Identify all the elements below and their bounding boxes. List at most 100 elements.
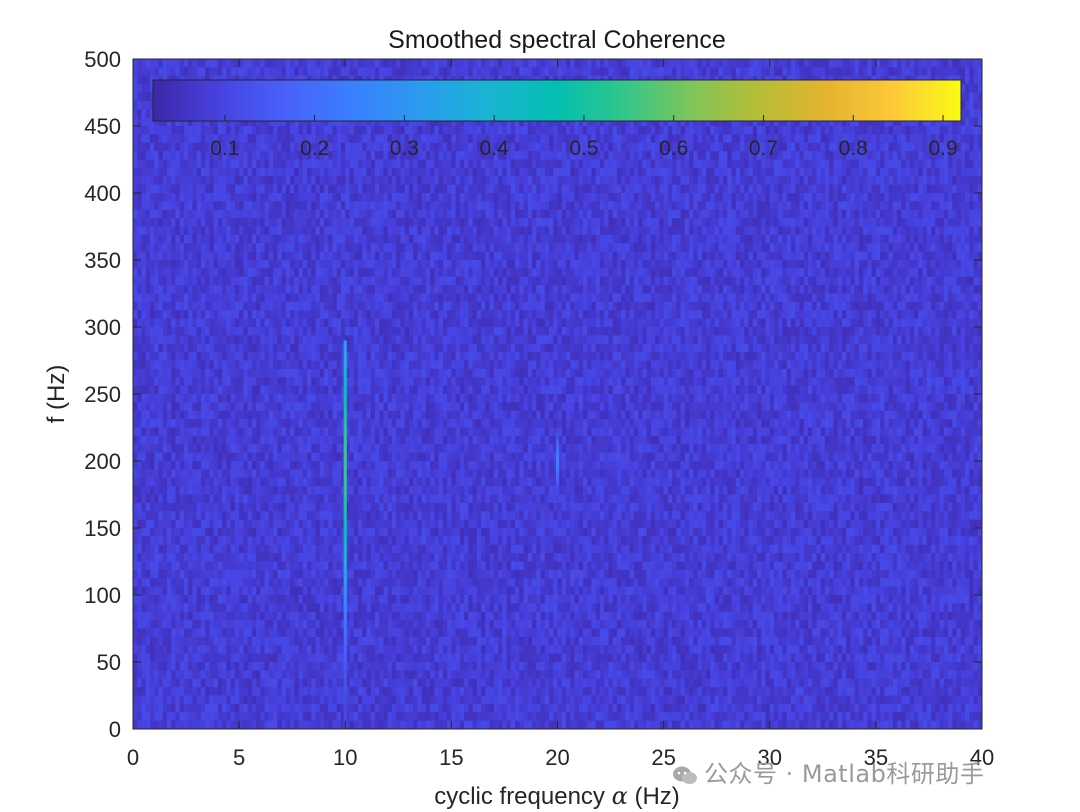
cyclic-line-10hz-segment [343,447,347,458]
colorbar-tick-label: 0.2 [300,137,329,160]
cyclic-line-20hz-segment [555,438,560,441]
x-tick-label: 0 [127,745,139,770]
x-axis-label-unit: (Hz) [634,783,679,810]
cyclic-line-10hz-segment [343,612,347,623]
cyclic-line-20hz-segment [555,469,560,473]
cyclic-line-20hz-segment [555,499,560,502]
y-tick-label: 100 [84,583,121,608]
cyclic-line-10hz-segment [343,466,347,477]
x-tick-label: 30 [758,745,782,770]
cyclic-line-10hz-segment [343,437,347,448]
x-tick-label: 10 [333,745,357,770]
cyclic-line-20hz-segment [555,482,560,486]
cyclic-line-10hz-segment [343,661,347,672]
cyclic-line-10hz-segment [343,534,347,545]
y-tick-label: 300 [84,315,121,340]
cyclic-line-20hz-segment [555,444,560,447]
cyclic-line-10hz-segment [343,592,347,604]
cyclic-line-20hz-segment [555,455,560,458]
cyclic-line-20hz-segment [555,479,560,482]
cyclic-line-20hz-segment [555,475,560,478]
y-tick-label: 0 [109,717,121,742]
heatmap-features [343,340,560,729]
colorbar-tick-label: 0.1 [210,137,239,160]
y-axis-label: f (Hz) [43,365,70,424]
cyclic-line-20hz-segment [555,471,560,475]
x-tick-label: 25 [651,745,675,770]
cyclic-line-20hz-segment [555,433,560,436]
cyclic-line-20hz-segment [555,493,560,497]
cyclic-line-20hz-segment [555,427,560,430]
y-tick-label: 500 [84,47,121,72]
y-tick-label: 200 [84,449,121,474]
cyclic-line-20hz-segment [555,491,560,495]
cyclic-line-10hz-segment [343,486,347,497]
cyclic-line-20hz-segment [555,462,560,465]
x-tick-label: 5 [233,745,245,770]
cyclic-line-20hz-segment [555,429,560,432]
y-tick-label: 250 [84,382,121,407]
cyclic-line-20hz-segment [555,458,560,462]
cyclic-line-20hz-segment [555,442,560,445]
cyclic-line-10hz-segment [343,505,347,516]
cyclic-line-10hz-segment [343,427,347,439]
cyclic-line-20hz-segment [555,449,560,452]
cyclic-line-10hz-segment [343,554,347,565]
watermark: 公众号 · Matlab科研助手 [672,754,984,789]
cyclic-line-20hz-segment [555,434,560,438]
watermark-text: 公众号 · Matlab科研助手 [704,760,985,788]
cyclic-line-10hz-segment [343,476,347,487]
y-tick-label: 450 [84,114,121,139]
cyclic-line-20hz-segment [555,453,560,456]
cyclic-line-20hz-segment [555,447,560,451]
cyclic-line-10hz-segment [343,602,347,613]
cyclic-line-10hz-segment [343,524,347,536]
colorbar-tick-label: 0.5 [569,137,598,160]
colorbar: 0.1 0.2 0.3 0.4 0.5 0.6 0.7 0.8 0.9 [152,79,962,160]
cyclic-line-10hz-segment [343,340,347,351]
colorbar-tick-label: 0.8 [839,137,868,160]
cyclic-line-20hz-segment [555,484,560,487]
cyclic-line-20hz-segment [555,473,560,476]
cyclic-line-20hz-segment [555,488,560,491]
cyclic-line-20hz-segment [555,486,560,489]
cyclic-line-10hz-segment [343,350,347,361]
colorbar-tick-label: 0.6 [659,137,688,160]
x-axis-label-text: cyclic frequency [434,783,605,810]
cyclic-line-20hz-segment [555,431,560,434]
cyclic-line-20hz-segment [555,480,560,484]
x-axis-label-symbol: α [612,782,628,810]
cyclic-line-10hz-segment [343,631,347,643]
cyclic-line-20hz-segment [555,497,560,500]
cyclic-line-10hz-segment [343,622,347,633]
cyclic-line-10hz-segment [343,359,347,371]
cyclic-line-20hz-segment [555,436,560,440]
cyclic-line-20hz-segment [555,440,560,443]
cyclic-line-10hz-segment [343,690,347,701]
y-tick-label: 350 [84,248,121,273]
cyclic-line-20hz-segment [555,451,560,454]
x-axis-label: cyclic frequency α (Hz) [434,782,680,810]
x-tick-label: 40 [970,745,994,770]
cyclic-line-20hz-segment [555,490,560,493]
cyclic-line-20hz-segment [555,468,560,471]
colorbar-tick-label: 0.3 [390,137,419,160]
cyclic-line-10hz-segment [343,651,347,662]
cyclic-line-10hz-segment [343,408,347,419]
x-tick-label: 20 [545,745,569,770]
cyclic-line-10hz-segment [343,379,347,390]
cyclic-line-10hz-segment [343,583,347,594]
cyclic-line-10hz-segment [343,699,347,711]
cyclic-line-10hz-segment [343,573,347,584]
cyclic-line-10hz-segment [343,563,347,575]
cyclic-line-20hz-segment [555,460,560,463]
cyclic-line-20hz-segment [555,477,560,480]
colorbar-gradient [152,79,962,122]
x-tick-label: 15 [439,745,463,770]
x-axis-ticks: 0 5 10 15 20 25 30 35 40 [127,59,994,770]
colorbar-ticks: 0.1 0.2 0.3 0.4 0.5 0.6 0.7 0.8 0.9 [210,115,958,160]
cyclic-line-20hz-segment [555,464,560,467]
cyclic-line-20hz-segment [555,495,560,499]
cyclic-line-10hz-segment [343,398,347,409]
